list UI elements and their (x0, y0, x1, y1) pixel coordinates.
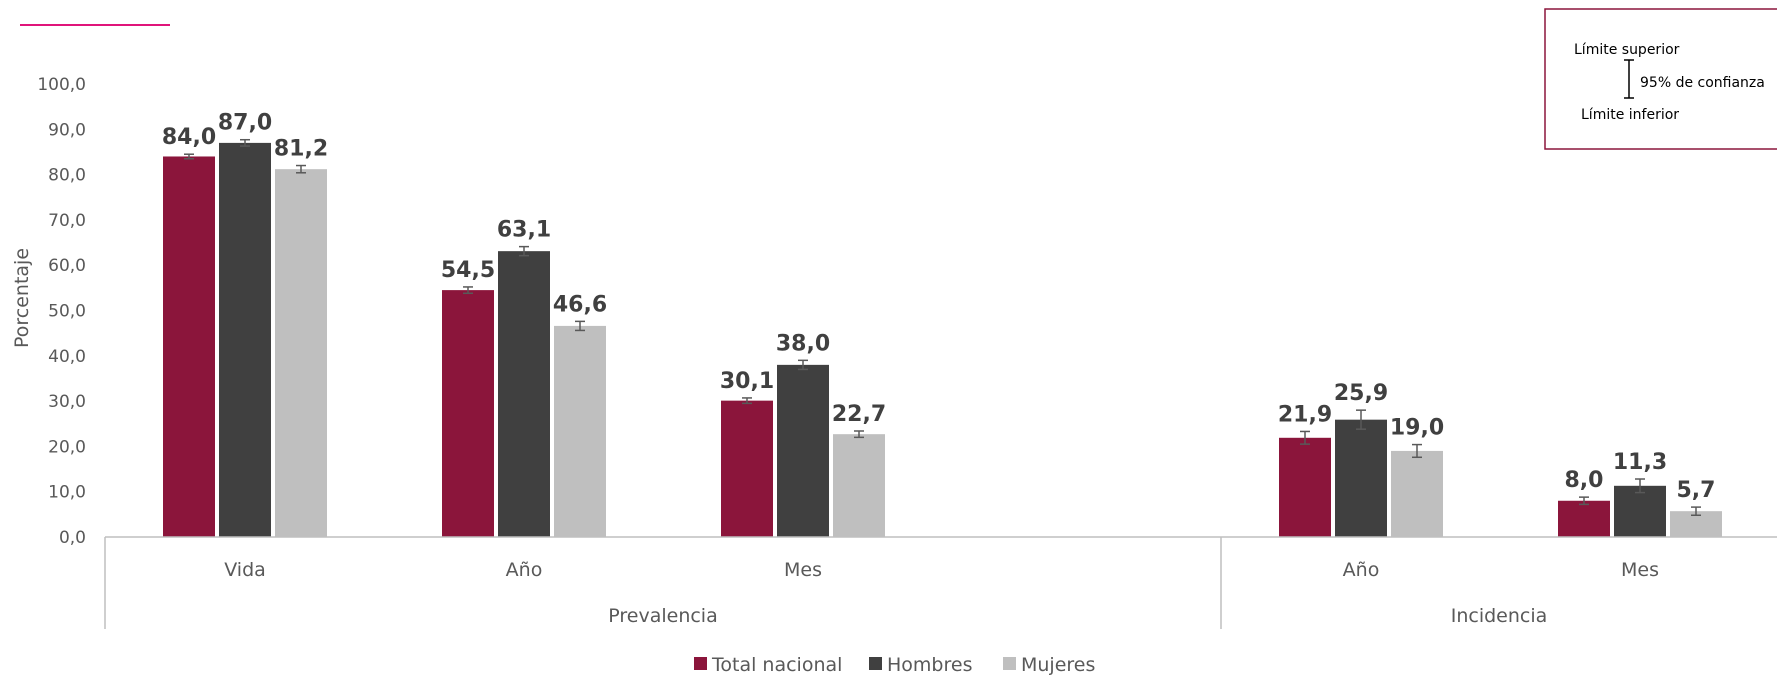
data-label: 21,9 (1278, 402, 1332, 427)
error-bar (1356, 409, 1366, 430)
data-label: 63,1 (497, 218, 551, 243)
legend-label: Hombres (887, 654, 972, 676)
bar (442, 290, 494, 537)
data-label: 22,7 (832, 402, 886, 427)
y-tick-label: 30,0 (48, 392, 86, 412)
bar (1335, 419, 1387, 537)
y-tick-label: 100,0 (37, 75, 86, 95)
legend-swatch (694, 657, 707, 670)
data-label: 25,9 (1334, 381, 1388, 406)
y-tick-label: 20,0 (48, 437, 86, 457)
ci-lower-label: Límite inferior (1581, 107, 1679, 123)
legend-label: Mujeres (1021, 654, 1095, 676)
data-label: 19,0 (1390, 416, 1444, 441)
bar (219, 142, 271, 537)
data-label: 54,5 (441, 258, 495, 283)
error-bar (854, 430, 864, 439)
error-bar (1412, 443, 1422, 459)
ci-middle-label: 95% de confianza (1640, 75, 1765, 91)
error-bar (296, 164, 306, 174)
data-label: 81,2 (274, 137, 328, 162)
x-axis: Vida Año Mes Año Mes Prevalencia Incidencia (104, 536, 1777, 629)
data-label: 87,0 (218, 111, 272, 136)
y-axis: 0,0 10,0 20,0 30,0 40,0 50,0 60,0 70,0 80,0 90,0 1… (37, 75, 86, 548)
error-bar (742, 397, 752, 405)
data-label: 5,7 (1677, 478, 1716, 503)
legend-swatch (869, 657, 882, 670)
y-tick-label: 60,0 (48, 256, 86, 276)
category-label: Mes (784, 559, 822, 581)
bar (1558, 500, 1610, 537)
data-label: 30,1 (720, 369, 774, 394)
bar (1614, 485, 1666, 537)
bar (721, 400, 773, 537)
data-label: 84,0 (162, 125, 216, 150)
legend-label: Total nacional (711, 654, 842, 676)
y-tick-label: 10,0 (48, 483, 86, 503)
ci-upper-label: Límite superior (1574, 42, 1680, 58)
group-label: Prevalencia (608, 605, 717, 627)
y-tick-label: 0,0 (59, 528, 86, 548)
data-label: 46,6 (553, 292, 607, 317)
category-label: Mes (1621, 559, 1659, 581)
y-tick-label: 90,0 (48, 120, 86, 140)
y-tick-label: 40,0 (48, 347, 86, 367)
bar (498, 251, 550, 538)
bar (163, 156, 215, 538)
bar (777, 364, 829, 537)
category-label: Año (1343, 559, 1380, 581)
error-bar (1635, 478, 1645, 494)
data-label: 38,0 (776, 331, 830, 356)
ci-legend: Límite superior 95% de confianza Límite … (1544, 8, 1777, 150)
category-label: Año (506, 559, 543, 581)
category-label: Vida (224, 559, 266, 581)
bar (275, 169, 327, 537)
bar (554, 325, 606, 537)
error-bar (1691, 506, 1701, 517)
y-tick-label: 50,0 (48, 302, 86, 322)
bar (1391, 450, 1443, 537)
ci-whisker-icon (1624, 59, 1634, 99)
data-label: 11,3 (1613, 450, 1667, 475)
ci-legend-frame (1544, 8, 1777, 150)
error-bar (575, 320, 585, 332)
plot-area: 84,0 54,5 30,1 21,9 8,0 87,0 63,1 38,0 25,9 11,3 8… (162, 111, 1722, 538)
y-tick-label: 80,0 (48, 166, 86, 186)
error-bar (519, 245, 529, 257)
error-bar (240, 138, 250, 147)
bar (1279, 437, 1331, 537)
data-label: 8,0 (1565, 468, 1604, 493)
error-bar (798, 359, 808, 371)
series-legend: Total nacional Hombres Mujeres (694, 654, 1095, 676)
y-tick-label: 70,0 (48, 211, 86, 231)
bar (833, 434, 885, 537)
error-bar (1300, 430, 1310, 445)
y-axis-title: Porcentaje (11, 248, 33, 348)
error-bar (1579, 496, 1589, 506)
error-bar (184, 153, 194, 160)
legend-swatch (1003, 657, 1016, 670)
group-label: Incidencia (1451, 605, 1548, 627)
error-bar (463, 286, 473, 295)
